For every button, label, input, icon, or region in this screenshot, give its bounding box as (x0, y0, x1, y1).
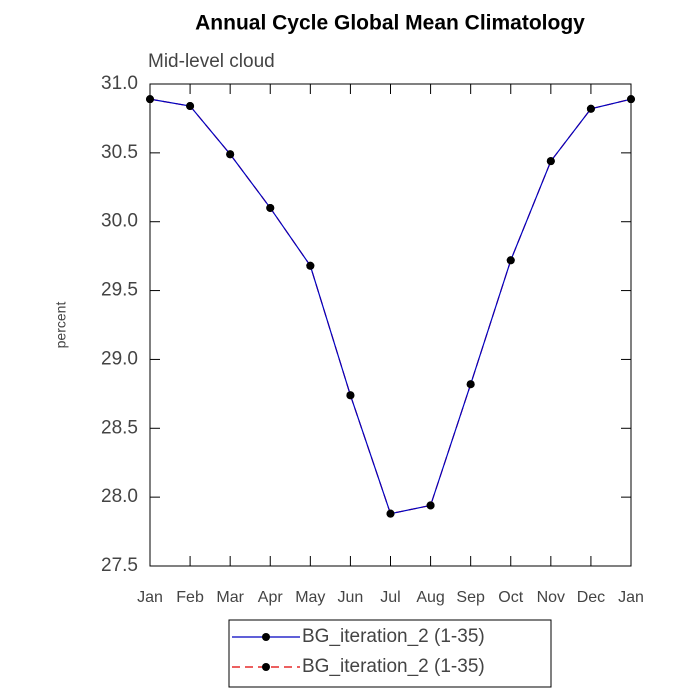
x-tick-label: Apr (258, 589, 284, 606)
series-line (149, 98, 632, 515)
subtitle: Mid-level cloud (148, 51, 275, 72)
x-tick-label: Dec (577, 589, 605, 606)
chart-title: Annual Cycle Global Mean Climatology (195, 12, 585, 35)
data-point (586, 104, 595, 113)
series-line (149, 98, 632, 515)
legend-marker (262, 633, 270, 641)
plot-frame (149, 83, 632, 567)
legend-marker (262, 663, 270, 671)
x-tick-label: Jan (137, 589, 163, 606)
x-tick-label: Aug (416, 589, 444, 606)
data-point (426, 501, 435, 510)
data-point (186, 102, 195, 111)
data-point (306, 261, 315, 270)
x-tick-label: Oct (498, 589, 523, 606)
data-point (146, 95, 154, 104)
y-tick-label: 31.0 (101, 73, 138, 94)
x-tick-label: May (295, 589, 325, 606)
x-tick-label: Nov (537, 589, 565, 606)
data-point (546, 157, 555, 166)
legend-label: BG_iteration_2 (1-35) (302, 656, 485, 677)
x-tick-label: Jun (338, 589, 364, 606)
y-tick-label: 28.5 (101, 417, 138, 438)
x-tick-label: Jul (380, 589, 400, 606)
y-axis-label: percent (53, 302, 69, 349)
data-point (266, 203, 275, 212)
y-tick-label: 27.5 (101, 555, 138, 576)
data-point (226, 150, 235, 159)
y-tick-label: 29.5 (101, 280, 138, 301)
legend-label: BG_iteration_2 (1-35) (302, 626, 485, 647)
y-tick-label: 30.5 (101, 142, 138, 163)
data-point (627, 95, 635, 104)
y-tick-label: 28.0 (101, 486, 138, 507)
data-point (466, 380, 475, 389)
x-tick-label: Sep (456, 589, 485, 606)
y-tick-label: 30.0 (101, 211, 138, 232)
data-point (386, 509, 395, 518)
y-tick-label: 29.0 (101, 348, 138, 369)
x-tick-label: Jan (618, 589, 644, 606)
x-tick-label: Mar (216, 589, 244, 606)
x-tick-label: Feb (176, 589, 204, 606)
data-point (346, 391, 355, 400)
legend-box (228, 619, 552, 688)
data-point (506, 256, 515, 265)
